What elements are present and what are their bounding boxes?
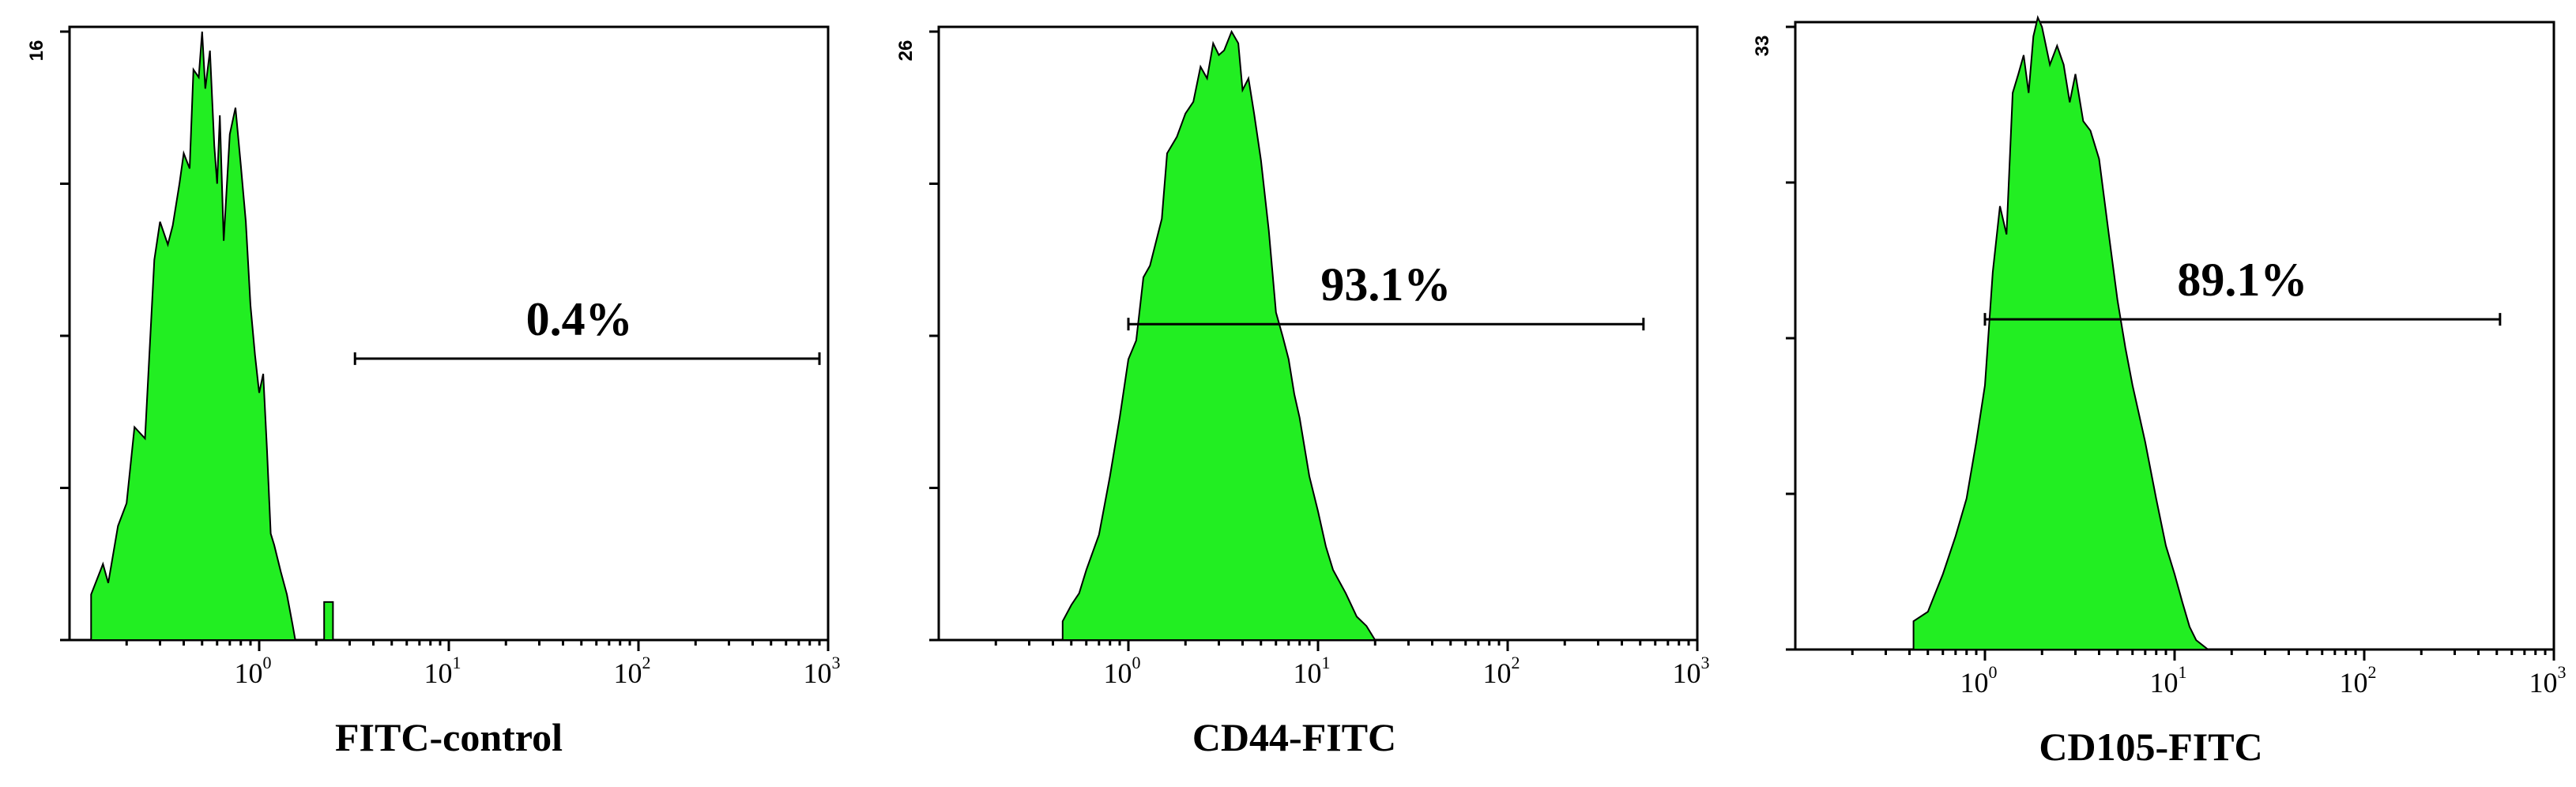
x-axis-ticks: 100 101 102 103 [994,640,1710,689]
x-axis-label: CD105-FITC [2039,725,2262,769]
y-max-label: 16 [26,40,47,62]
x-tick-label: 103 [1673,653,1710,689]
histogram-area [1061,29,1377,641]
x-tick-label: 101 [2150,662,2187,699]
y-axis-ticks [1786,25,1795,651]
x-tick-label: 101 [1294,653,1331,689]
gate-label: 93.1% [1320,258,1451,311]
histogram-path [1912,14,2211,650]
x-tick-label: 100 [235,653,272,689]
x-tick-exponent: 2 [2368,662,2377,682]
x-tick-label: 103 [804,653,841,689]
x-tick-label: 102 [1483,653,1520,689]
histogram-path [1061,29,1377,641]
gate-label: 0.4% [526,293,633,345]
panel-cd44-fitc: 93.1% 100 101 102 103 26 CD44-FITC [895,25,1710,759]
x-axis-label: FITC-control [335,715,563,759]
panel-fitc-control: 0.4% 100 101 102 103 16 FITC-control [26,25,841,759]
x-tick-label: 103 [2529,662,2567,699]
x-tick-exponent: 3 [1701,653,1710,672]
x-tick-exponent: 0 [1989,662,1998,682]
y-axis-ticks [60,30,70,642]
x-tick-exponent: 1 [1322,653,1331,672]
x-tick-exponent: 3 [2558,662,2567,682]
gate-marker [353,352,821,365]
x-tick-exponent: 0 [1132,653,1141,672]
x-tick-label: 101 [424,653,461,689]
histogram-path [90,31,334,641]
histogram-area [1912,14,2211,650]
x-tick-label: 100 [1104,653,1141,689]
x-axis-label: CD44-FITC [1192,715,1396,759]
x-tick-exponent: 3 [832,653,841,672]
y-max-label: 26 [895,40,917,62]
gate-marker [1127,318,1645,331]
gate-label: 89.1% [2177,254,2307,306]
x-tick-exponent: 1 [2179,662,2187,682]
x-axis-ticks: 100 101 102 103 [1851,650,2567,699]
x-axis-ticks: 100 101 102 103 [125,640,841,689]
y-max-label: 33 [1752,36,1773,57]
x-tick-exponent: 2 [1512,653,1520,672]
x-tick-label: 102 [2340,662,2377,699]
histogram-area [90,31,334,641]
plot-frame [1794,21,2555,651]
panel-cd105-fitc: 89.1% 100 101 102 103 33 CD105-FITC [1752,14,2567,769]
y-axis-ticks [929,30,939,642]
x-tick-exponent: 2 [642,653,651,672]
x-tick-label: 100 [1960,662,1998,699]
x-tick-exponent: 0 [263,653,272,672]
gate-marker [1983,313,2502,326]
x-tick-exponent: 1 [453,653,461,672]
x-tick-label: 102 [614,653,651,689]
